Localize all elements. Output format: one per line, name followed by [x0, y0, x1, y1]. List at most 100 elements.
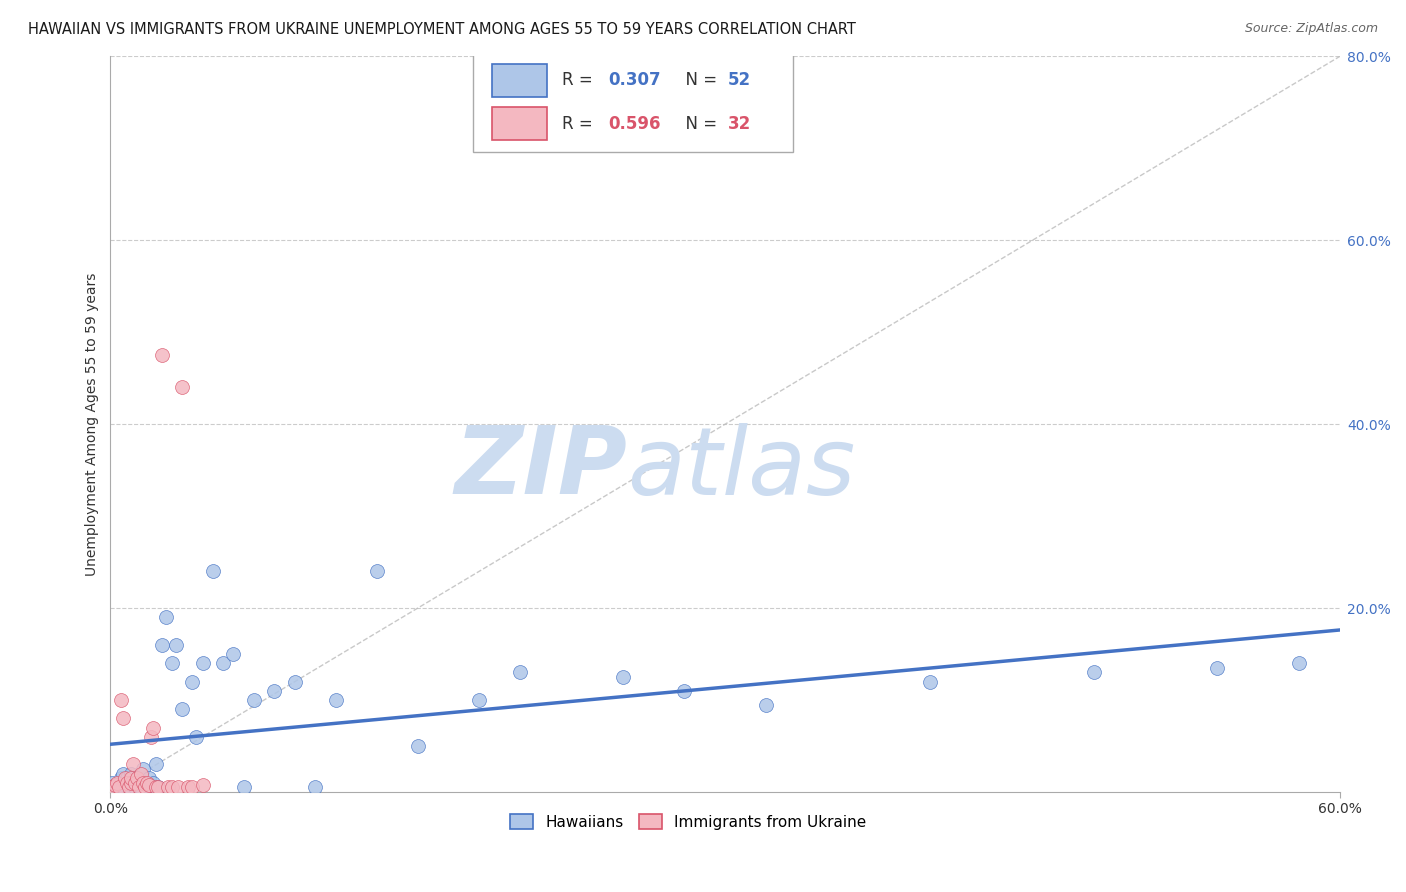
Point [136, 778, 159, 792]
Text: Source: ZipAtlas.com: Source: ZipAtlas.com [1244, 22, 1378, 36]
Point [120, 776, 142, 790]
Text: 32: 32 [728, 115, 751, 133]
Point [111, 711, 134, 725]
Point [107, 778, 129, 792]
Point [142, 776, 165, 790]
Point [105, 780, 128, 795]
Point [222, 647, 245, 661]
Point [165, 638, 187, 652]
Point [243, 693, 266, 707]
Point [1206, 661, 1229, 675]
Point [284, 674, 307, 689]
Point [146, 780, 169, 795]
Point [141, 730, 163, 744]
Point [160, 780, 183, 795]
Point [125, 771, 148, 785]
Text: atlas: atlas [627, 423, 855, 514]
Point [232, 780, 254, 795]
Point [181, 780, 204, 795]
Point [1083, 665, 1105, 680]
Point [366, 564, 388, 578]
Point [136, 776, 159, 790]
Text: R =: R = [562, 71, 598, 89]
Point [132, 762, 155, 776]
Point [128, 776, 150, 790]
Point [101, 776, 124, 790]
Point [191, 778, 214, 792]
Point [115, 776, 138, 790]
Point [145, 780, 167, 795]
Point [122, 778, 145, 792]
Text: 0.307: 0.307 [609, 71, 661, 89]
Point [128, 780, 150, 795]
FancyBboxPatch shape [492, 64, 547, 97]
Point [186, 730, 208, 744]
Point [134, 780, 156, 795]
Point [141, 778, 163, 792]
Point [107, 780, 129, 795]
FancyBboxPatch shape [492, 107, 547, 140]
Point [1288, 656, 1310, 670]
Point [406, 739, 429, 753]
Point [212, 656, 235, 670]
Y-axis label: Unemployment Among Ages 55 to 59 years: Unemployment Among Ages 55 to 59 years [86, 272, 100, 575]
Point [110, 693, 132, 707]
Point [132, 776, 155, 790]
Point [142, 721, 165, 735]
Point [304, 780, 326, 795]
Point [468, 693, 491, 707]
Point [172, 702, 194, 716]
Text: HAWAIIAN VS IMMIGRANTS FROM UKRAINE UNEMPLOYMENT AMONG AGES 55 TO 59 YEARS CORRE: HAWAIIAN VS IMMIGRANTS FROM UKRAINE UNEM… [28, 22, 856, 37]
Point [129, 780, 152, 795]
Point [325, 693, 347, 707]
Text: ZIP: ZIP [454, 422, 627, 514]
Point [920, 674, 942, 689]
Point [673, 683, 696, 698]
Point [118, 780, 141, 795]
Point [118, 780, 141, 795]
Point [177, 780, 200, 795]
FancyBboxPatch shape [474, 53, 793, 152]
Point [122, 757, 145, 772]
Point [160, 656, 183, 670]
Text: R =: R = [562, 115, 598, 133]
Text: N =: N = [675, 71, 723, 89]
Point [138, 778, 160, 792]
Point [105, 776, 128, 790]
Point [201, 564, 224, 578]
Text: 0.596: 0.596 [609, 115, 661, 133]
Point [129, 766, 152, 780]
Text: 52: 52 [728, 71, 751, 89]
Point [181, 674, 204, 689]
Point [134, 776, 156, 790]
Point [612, 670, 634, 684]
Point [101, 780, 124, 795]
Point [111, 766, 134, 780]
Legend: Hawaiians, Immigrants from Ukraine: Hawaiians, Immigrants from Ukraine [505, 807, 873, 836]
Point [114, 771, 136, 785]
Point [124, 776, 146, 790]
Point [125, 771, 148, 785]
Point [114, 776, 136, 790]
Point [509, 665, 531, 680]
Point [120, 766, 142, 780]
Point [755, 698, 778, 712]
Point [120, 771, 142, 785]
Point [103, 778, 125, 792]
Point [111, 780, 134, 795]
Point [146, 780, 169, 795]
Point [124, 780, 146, 795]
Point [120, 776, 142, 790]
Point [145, 757, 167, 772]
Point [115, 771, 138, 785]
Text: N =: N = [675, 115, 723, 133]
Point [150, 638, 173, 652]
Point [263, 683, 285, 698]
Point [167, 780, 190, 795]
Point [138, 771, 160, 785]
Point [191, 656, 214, 670]
Point [172, 380, 194, 394]
Point [156, 780, 179, 795]
Point [155, 610, 177, 624]
Point [110, 771, 132, 785]
